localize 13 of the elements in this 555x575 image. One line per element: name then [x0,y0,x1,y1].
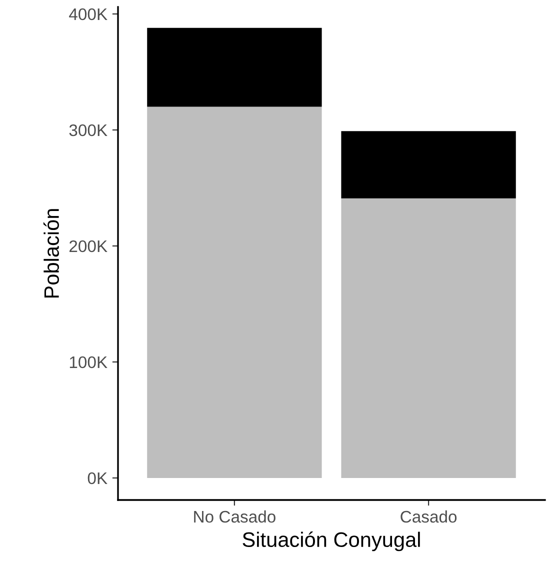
x-tick-label: No Casado [194,510,276,523]
x-tick-label: Casado [400,510,457,523]
y-tick-label: 0K [88,472,108,484]
y-tick-label: 100K [70,356,108,368]
y-axis-title: Población [43,209,59,298]
bar [341,131,516,198]
y-tick-label: 200K [70,240,108,252]
y-tick-label: 400K [69,8,108,20]
y-tick-label: 300K [69,124,108,136]
bar [147,106,322,478]
bar [147,28,322,107]
bar [341,198,516,478]
x-axis-title: Situación Conyugal [242,532,420,552]
